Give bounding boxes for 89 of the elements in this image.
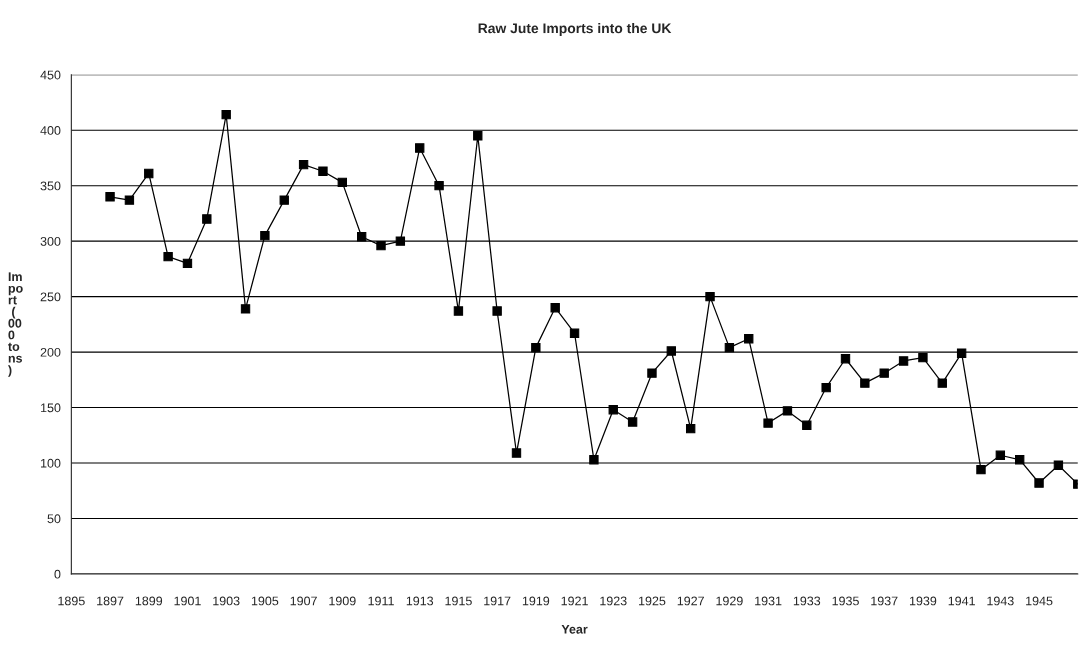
- point: [124, 195, 135, 205]
- x-tick-label: 1895: [58, 596, 85, 606]
- point: [240, 304, 251, 314]
- point: [782, 406, 793, 416]
- x-tick-label: 1937: [871, 596, 898, 606]
- x-tick-label: 1921: [561, 596, 588, 606]
- y-tick-label: 250: [40, 292, 61, 302]
- point: [356, 232, 367, 242]
- point: [1053, 460, 1064, 470]
- x-tick-label: 1903: [213, 596, 240, 606]
- x-tick-label: 1909: [329, 596, 356, 606]
- point: [898, 356, 909, 366]
- point: [182, 258, 193, 269]
- point: [879, 368, 889, 378]
- x-tick-label: 1935: [832, 596, 859, 606]
- x-tick-label: 1913: [406, 596, 434, 606]
- y-tick-label: 50: [47, 514, 61, 524]
- y-tick-label: 100: [41, 458, 61, 468]
- point: [511, 448, 522, 458]
- chart-title: Raw Jute Imports into the UK: [478, 23, 672, 36]
- x-tick-label: 1933: [793, 596, 821, 606]
- x-tick-label: 1897: [97, 596, 124, 606]
- point: [473, 131, 483, 141]
- point: [937, 378, 947, 388]
- point: [163, 251, 173, 262]
- point: [144, 168, 154, 179]
- x-tick-label: 1941: [948, 596, 975, 606]
- point: [744, 334, 754, 344]
- point: [1034, 478, 1044, 488]
- point: [550, 303, 560, 313]
- y-tick-label: 400: [40, 126, 61, 135]
- point: [860, 378, 870, 388]
- x-tick-label: 1915: [445, 596, 472, 606]
- point: [221, 110, 231, 120]
- x-tick-label: 1923: [600, 596, 627, 606]
- point: [298, 159, 309, 170]
- point: [1015, 455, 1025, 465]
- x-tick-label: 1901: [174, 596, 201, 606]
- x-tick-label: 1899: [135, 596, 163, 606]
- x-tick-label: 1943: [987, 596, 1014, 606]
- point: [956, 348, 967, 358]
- x-axis-title: Year: [561, 624, 588, 634]
- point: [279, 195, 289, 205]
- point: [415, 143, 425, 153]
- y-tick-label: 150: [41, 403, 61, 413]
- y-tick-label: 450: [40, 70, 61, 80]
- point: [840, 354, 851, 364]
- point: [434, 181, 444, 191]
- point: [608, 405, 618, 415]
- x-tick-label: 1929: [716, 596, 743, 606]
- point: [492, 306, 502, 316]
- x-tick-label: 1905: [251, 596, 279, 606]
- point: [995, 450, 1006, 460]
- point: [202, 214, 212, 224]
- point: [705, 291, 715, 302]
- point: [376, 240, 386, 251]
- point: [647, 368, 657, 378]
- x-tick-label: 1925: [639, 596, 666, 606]
- point: [976, 464, 986, 475]
- point: [763, 418, 773, 428]
- point: [802, 420, 812, 430]
- point: [260, 230, 270, 241]
- point: [918, 352, 928, 363]
- point: [318, 166, 328, 176]
- x-tick-label: 1907: [290, 596, 317, 606]
- text: Import (000 tons): [7, 272, 23, 377]
- point: [724, 342, 735, 353]
- x-tick-label: 1945: [1026, 596, 1053, 606]
- point: [685, 423, 696, 434]
- y-tick-label: 350: [40, 181, 61, 191]
- x-tick-label: 1931: [755, 596, 782, 606]
- x-tick-label: 1917: [484, 596, 511, 606]
- point: [105, 192, 115, 202]
- x-tick-label: 1927: [677, 596, 704, 606]
- point: [569, 328, 580, 338]
- y-tick-label: 0: [54, 569, 61, 579]
- point: [666, 346, 677, 356]
- point: [821, 382, 831, 393]
- point: [589, 455, 599, 465]
- point: [627, 417, 638, 427]
- point: [395, 236, 406, 246]
- x-tick-label: 1939: [909, 596, 937, 606]
- x-tick-label: 1919: [522, 596, 550, 606]
- x-tick-label: 1911: [368, 596, 394, 606]
- y-tick-label: 200: [40, 347, 61, 357]
- point: [453, 306, 464, 316]
- point: [531, 342, 541, 353]
- y-tick-label: 300: [40, 236, 61, 246]
- point: [337, 177, 347, 188]
